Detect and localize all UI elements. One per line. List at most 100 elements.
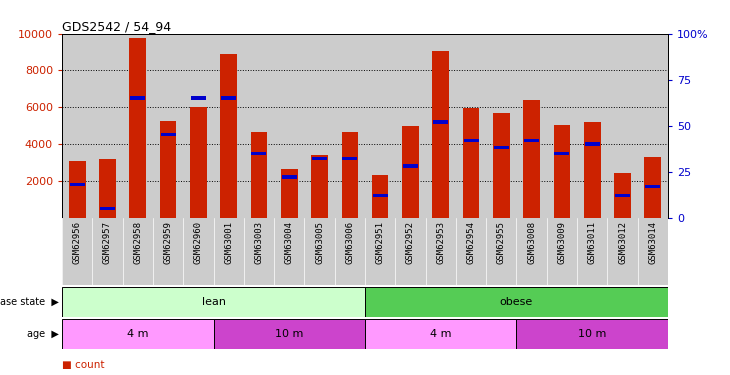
Bar xyxy=(365,217,396,285)
Bar xyxy=(614,173,631,217)
Bar xyxy=(183,34,214,218)
Bar xyxy=(577,217,607,285)
Bar xyxy=(402,126,419,218)
Bar xyxy=(464,139,479,142)
Bar xyxy=(365,319,517,349)
Bar xyxy=(486,217,517,285)
Text: GSM63001: GSM63001 xyxy=(224,221,233,264)
Bar xyxy=(523,100,540,218)
Bar xyxy=(251,152,266,155)
Bar xyxy=(403,164,418,168)
Bar xyxy=(645,157,661,218)
Bar xyxy=(372,194,388,197)
Bar xyxy=(335,217,365,285)
Bar xyxy=(547,34,577,218)
Bar xyxy=(190,107,207,218)
Bar xyxy=(396,217,426,285)
Bar xyxy=(312,157,327,160)
Bar xyxy=(129,38,146,218)
Bar xyxy=(99,159,116,218)
Bar xyxy=(304,34,335,218)
Bar xyxy=(123,34,153,218)
Bar xyxy=(214,217,244,285)
Text: GDS2542 / 54_94: GDS2542 / 54_94 xyxy=(62,20,171,33)
Bar xyxy=(607,34,638,218)
Bar xyxy=(615,194,630,197)
Bar xyxy=(585,142,600,146)
Bar xyxy=(607,217,638,285)
Text: disease state  ▶: disease state ▶ xyxy=(0,297,58,307)
Text: GSM63014: GSM63014 xyxy=(648,221,657,264)
Bar xyxy=(554,152,569,155)
Bar xyxy=(244,217,274,285)
Bar xyxy=(342,157,358,160)
Bar xyxy=(547,217,577,285)
Bar xyxy=(191,96,206,100)
Text: 4 m: 4 m xyxy=(430,329,451,339)
Text: GSM63004: GSM63004 xyxy=(285,221,293,264)
Bar xyxy=(304,217,335,285)
Bar xyxy=(93,217,123,285)
Bar xyxy=(153,34,183,218)
Bar xyxy=(456,34,486,218)
Bar xyxy=(577,34,607,218)
Bar xyxy=(130,96,145,100)
Bar xyxy=(432,51,449,217)
Bar xyxy=(517,217,547,285)
Bar xyxy=(638,217,668,285)
Text: GSM63008: GSM63008 xyxy=(527,221,536,264)
Bar xyxy=(274,34,304,218)
Bar xyxy=(493,113,510,218)
Bar xyxy=(553,125,570,217)
Bar xyxy=(638,34,668,218)
Bar xyxy=(160,121,177,218)
Bar xyxy=(161,133,176,136)
Bar xyxy=(123,217,153,285)
Bar xyxy=(365,34,396,218)
Text: GSM62955: GSM62955 xyxy=(497,221,506,264)
Bar xyxy=(250,132,267,218)
Text: GSM62954: GSM62954 xyxy=(466,221,475,264)
Bar xyxy=(311,155,328,218)
Bar xyxy=(214,319,365,349)
Text: GSM63006: GSM63006 xyxy=(345,221,354,264)
Bar xyxy=(282,176,297,179)
Bar xyxy=(93,34,123,218)
Bar xyxy=(517,319,668,349)
Text: GSM62960: GSM62960 xyxy=(194,221,203,264)
Bar xyxy=(244,34,274,218)
Bar xyxy=(486,34,517,218)
Bar xyxy=(645,184,661,188)
Bar xyxy=(62,287,365,317)
Bar xyxy=(372,175,388,217)
Text: lean: lean xyxy=(201,297,226,307)
Text: GSM63011: GSM63011 xyxy=(588,221,596,264)
Bar xyxy=(221,96,237,100)
Text: GSM63003: GSM63003 xyxy=(255,221,264,264)
Text: 4 m: 4 m xyxy=(127,329,148,339)
Text: GSM63012: GSM63012 xyxy=(618,221,627,264)
Text: 10 m: 10 m xyxy=(275,329,304,339)
Bar xyxy=(183,217,214,285)
Text: GSM62958: GSM62958 xyxy=(134,221,142,264)
Bar xyxy=(365,287,668,317)
Bar xyxy=(220,54,237,217)
Bar xyxy=(426,34,456,218)
Bar xyxy=(396,34,426,218)
Bar xyxy=(426,217,456,285)
Bar xyxy=(214,34,244,218)
Bar xyxy=(100,207,115,210)
Bar xyxy=(342,132,358,218)
Bar xyxy=(281,169,298,217)
Bar xyxy=(493,146,509,149)
Bar xyxy=(62,319,214,349)
Bar xyxy=(517,34,547,218)
Bar xyxy=(274,217,304,285)
Bar xyxy=(62,217,93,285)
Bar xyxy=(456,217,486,285)
Text: ■ count: ■ count xyxy=(62,360,104,370)
Bar xyxy=(463,108,480,218)
Bar xyxy=(584,122,601,218)
Bar xyxy=(69,162,85,218)
Text: GSM62957: GSM62957 xyxy=(103,221,112,264)
